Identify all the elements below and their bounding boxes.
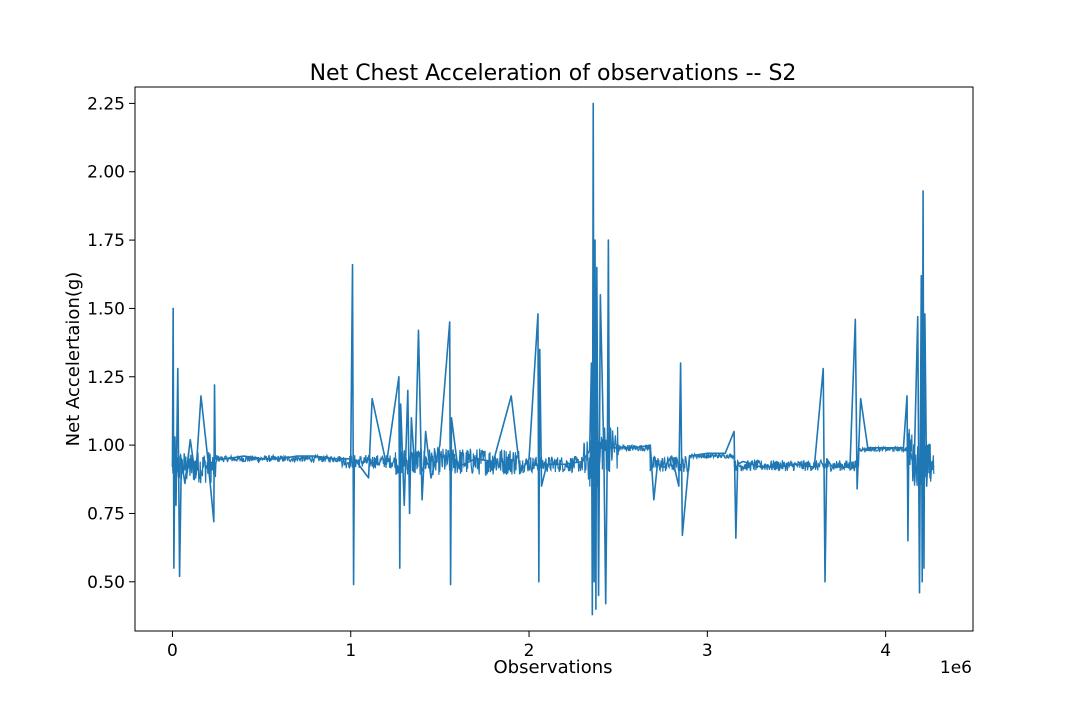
x-axis-label: Observations xyxy=(494,657,613,678)
series-line-0 xyxy=(171,102,935,616)
series-layer xyxy=(171,102,935,616)
x-tick-label: 4 xyxy=(880,641,891,661)
y-tick-label: 2.00 xyxy=(87,163,125,183)
y-tick-label: 0.50 xyxy=(87,573,125,593)
x-axis-multiplier: 1e6 xyxy=(940,658,972,678)
x-tick-label: 2 xyxy=(524,641,535,661)
y-tick-label: 1.50 xyxy=(87,299,125,319)
series-noise-band xyxy=(171,426,935,488)
x-tick-label: 3 xyxy=(702,641,713,661)
y-tick-label: 2.25 xyxy=(87,94,125,114)
chart-title: Net Chest Acceleration of observations -… xyxy=(310,61,797,86)
plot-frame xyxy=(134,86,974,632)
x-tick-label: 0 xyxy=(167,641,178,661)
y-axis-ticks: 0.50 0.75 1.00 1.25 1.50 1.75 2.00 2.25 xyxy=(87,94,135,593)
y-tick-label: 1.75 xyxy=(87,231,125,251)
x-axis-ticks: 0 1 2 3 4 xyxy=(167,631,891,661)
y-axis-label: Net Accelertaion(g) xyxy=(63,272,84,447)
y-tick-label: 0.75 xyxy=(87,504,125,524)
y-tick-label: 1.25 xyxy=(87,368,125,388)
y-tick-label: 1.00 xyxy=(87,436,125,456)
x-tick-label: 1 xyxy=(345,641,356,661)
